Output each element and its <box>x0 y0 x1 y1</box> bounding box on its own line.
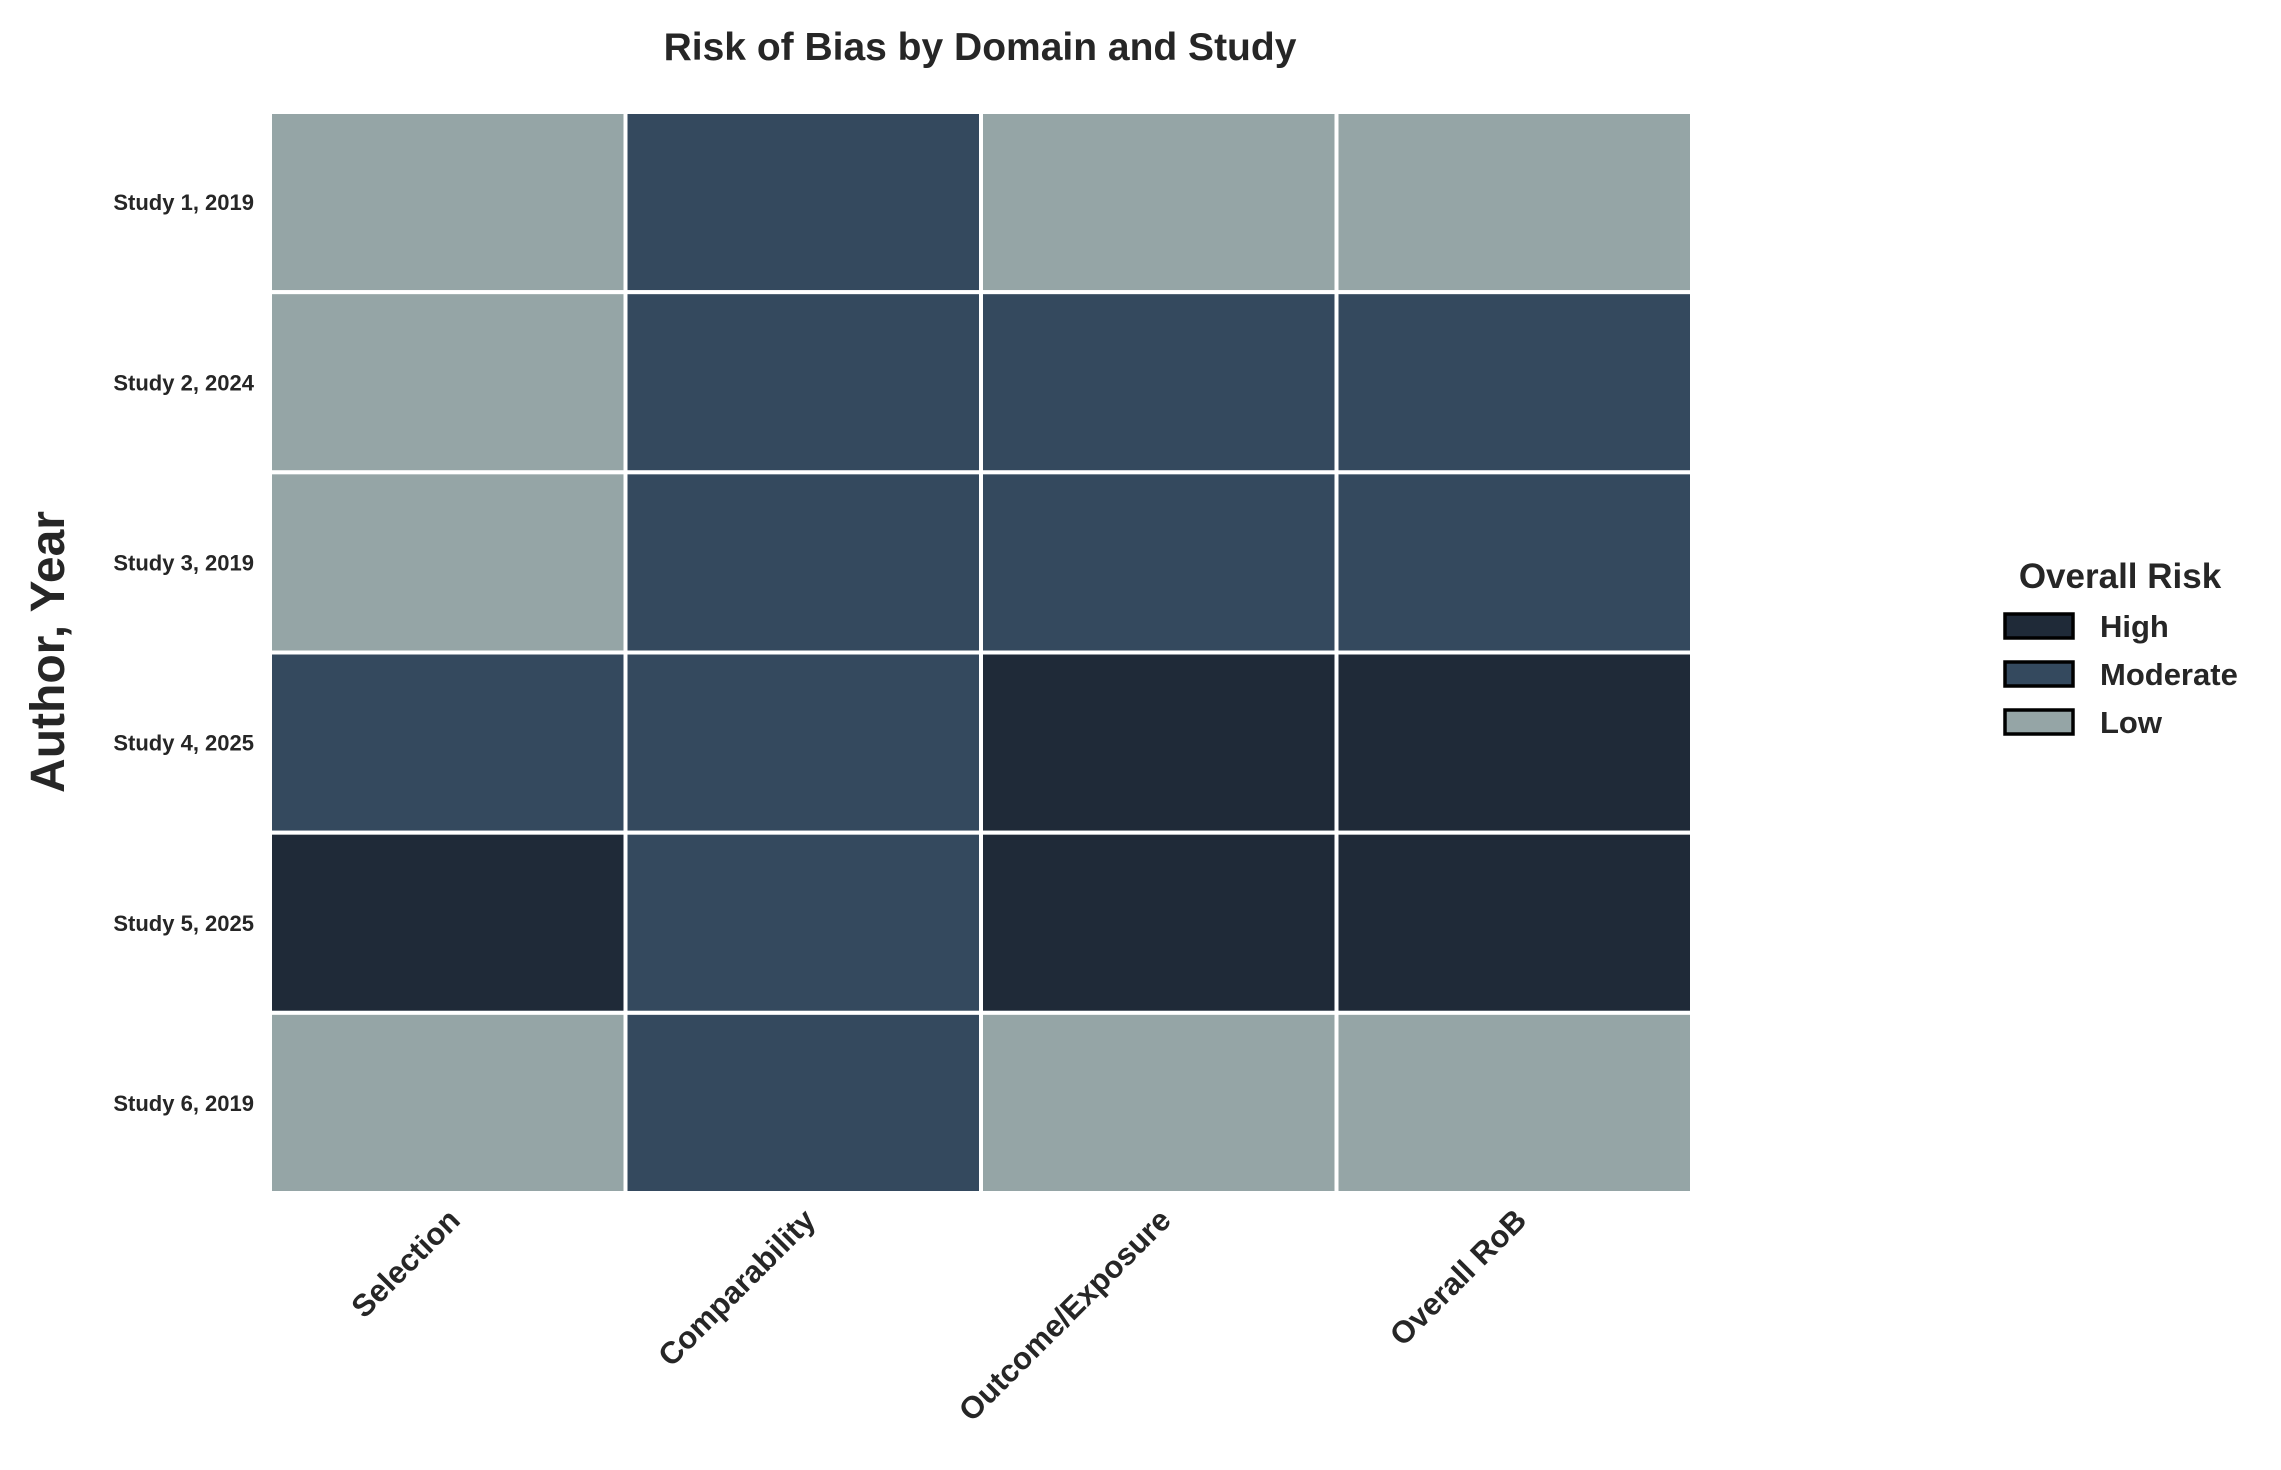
column-label: Comparability <box>651 1202 822 1373</box>
legend-label: High <box>2100 609 2169 644</box>
heatmap-cell <box>979 650 1339 835</box>
chart-title: Risk of Bias by Domain and Study <box>664 26 1297 69</box>
heatmap-cell <box>979 830 1339 1015</box>
legend-swatch <box>2003 708 2075 736</box>
column-label: Outcome/Exposure <box>952 1202 1178 1428</box>
row-labels: Study 1, 2019 Study 2, 2024 Study 3, 2019 S… <box>113 190 254 1116</box>
column-label: Selection <box>344 1202 466 1324</box>
column-label: Overall RoB <box>1383 1202 1533 1352</box>
column-labels: Selection Comparability Outcome/Exposure Ov… <box>344 1202 1533 1428</box>
heatmap-cell <box>979 1010 1339 1195</box>
legend-swatch <box>2003 660 2075 688</box>
heatmap-cell <box>1334 110 1694 295</box>
legend: Overall Risk High Moderate Low <box>2003 557 2238 740</box>
heatmap-cell <box>979 110 1339 295</box>
heatmap-cell <box>623 290 983 475</box>
legend-label: Low <box>2100 705 2163 740</box>
heatmap-cell <box>268 290 628 475</box>
row-label: Study 5, 2025 <box>113 911 254 936</box>
heatmap-cell <box>1334 830 1694 1015</box>
legend-entries: High Moderate Low <box>2003 609 2238 740</box>
heatmap-cell <box>623 1010 983 1195</box>
heatmap-cell <box>623 650 983 835</box>
heatmap-cell <box>1334 290 1694 475</box>
heatmap-cell <box>268 1010 628 1195</box>
heatmap-cell <box>268 470 628 655</box>
heatmap-cells <box>268 110 1694 1195</box>
legend-title: Overall Risk <box>2019 557 2222 596</box>
legend-swatch <box>2003 612 2075 640</box>
y-axis-label: Author, Year <box>22 511 75 793</box>
heatmap-cell <box>979 290 1339 475</box>
legend-label: Moderate <box>2100 657 2238 692</box>
heatmap-cell <box>268 650 628 835</box>
row-label: Study 4, 2025 <box>113 731 254 756</box>
row-label: Study 2, 2024 <box>113 370 254 395</box>
row-label: Study 1, 2019 <box>113 190 254 215</box>
heatmap-cell <box>979 470 1339 655</box>
heatmap-cell <box>1334 1010 1694 1195</box>
heatmap-cell <box>268 110 628 295</box>
heatmap-cell <box>1334 650 1694 835</box>
row-label: Study 6, 2019 <box>113 1091 254 1116</box>
row-label: Study 3, 2019 <box>113 550 254 575</box>
heatmap-cell <box>623 830 983 1015</box>
heatmap-cell <box>268 830 628 1015</box>
heatmap-cell <box>623 470 983 655</box>
heatmap-cell <box>1334 470 1694 655</box>
heatmap-cell <box>623 110 983 295</box>
